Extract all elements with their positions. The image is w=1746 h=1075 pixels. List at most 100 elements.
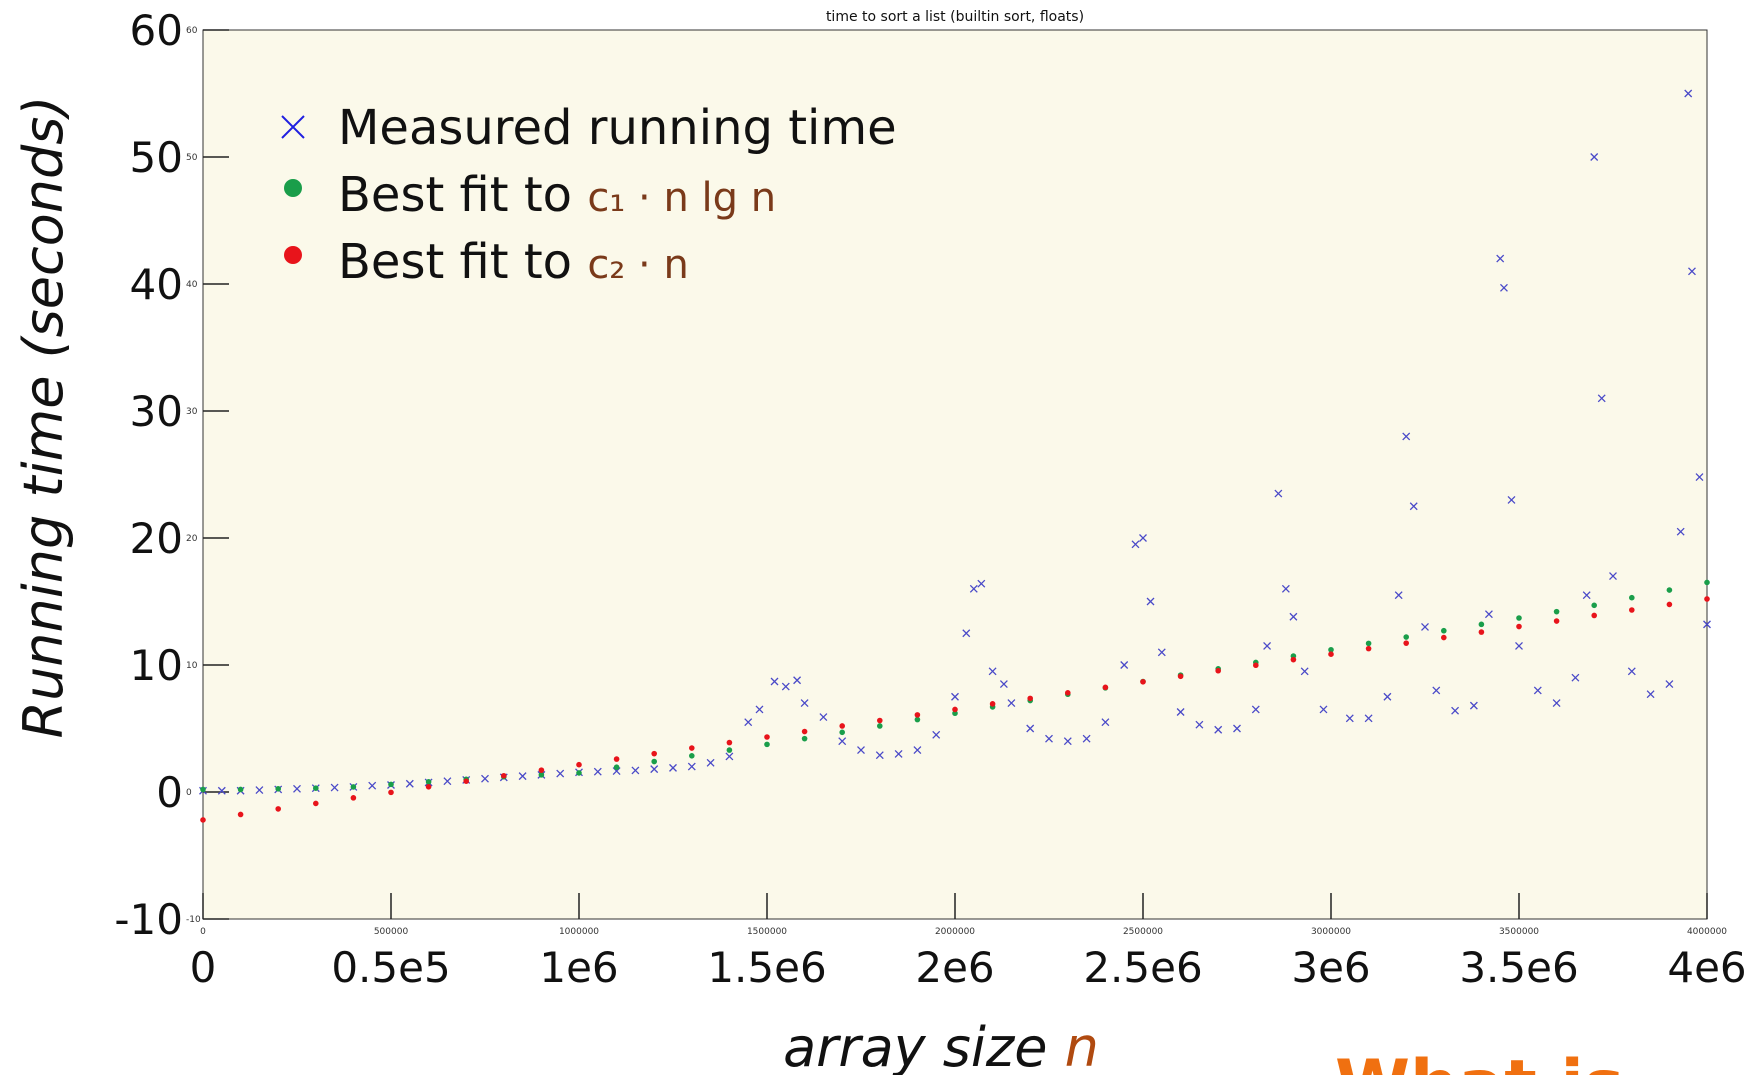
fit-point bbox=[425, 783, 432, 790]
data-point bbox=[1469, 701, 1478, 710]
fit-point bbox=[689, 753, 695, 759]
y-inner-tick-label: 10 bbox=[186, 661, 198, 671]
data-point bbox=[1609, 572, 1617, 581]
data-point bbox=[725, 752, 734, 761]
x-inner-tick-label: 3500000 bbox=[1499, 927, 1539, 937]
data-point bbox=[593, 767, 602, 776]
x-axis-title-var: n bbox=[1065, 1016, 1099, 1075]
fit-point bbox=[801, 728, 808, 735]
legend-formula: c₂ · n bbox=[587, 242, 689, 288]
fit-point bbox=[200, 786, 206, 793]
data-point bbox=[1590, 153, 1599, 161]
data-point bbox=[1409, 502, 1418, 511]
legend-formula: c₁ · n lg n bbox=[587, 175, 776, 221]
legend-label: Best fit to bbox=[338, 234, 572, 290]
fit-point bbox=[651, 758, 657, 765]
data-point bbox=[781, 682, 790, 691]
fit-point bbox=[689, 745, 695, 751]
data-point bbox=[1552, 699, 1561, 708]
fit-point bbox=[914, 712, 921, 718]
fit-point bbox=[388, 789, 394, 796]
data-point bbox=[1684, 89, 1693, 98]
data-point bbox=[744, 718, 753, 727]
data-point bbox=[1627, 667, 1636, 676]
plot-area bbox=[202, 29, 1708, 920]
x-inner-tick-label: 1500000 bbox=[747, 927, 787, 937]
data-point bbox=[1703, 620, 1711, 629]
data-point bbox=[1345, 714, 1354, 723]
y-axis-title: Running time (seconds) bbox=[12, 96, 75, 739]
fit-point bbox=[388, 781, 394, 788]
data-point bbox=[1233, 724, 1241, 733]
fit-point bbox=[1027, 695, 1033, 702]
y-tick-label: -10 bbox=[114, 895, 183, 944]
data-point bbox=[1383, 692, 1392, 701]
fit-point bbox=[1478, 621, 1485, 628]
data-point bbox=[793, 676, 802, 685]
y-inner-tick-label: 30 bbox=[186, 407, 198, 417]
y-inner-tick-label: 20 bbox=[186, 534, 198, 544]
data-point bbox=[1120, 661, 1129, 669]
data-point bbox=[1263, 641, 1272, 650]
data-point bbox=[988, 667, 997, 676]
data-point bbox=[1082, 734, 1091, 743]
legend-entry: Best fit to c₁ · n lg n bbox=[338, 167, 776, 223]
fit-point bbox=[989, 701, 996, 707]
fit-point bbox=[764, 734, 770, 740]
data-point bbox=[1289, 612, 1298, 621]
fit-point bbox=[613, 756, 620, 762]
fit-point bbox=[1591, 602, 1597, 609]
data-point bbox=[913, 746, 922, 755]
y-inner-tick-label: 60 bbox=[186, 26, 198, 36]
fit-point bbox=[1365, 640, 1372, 647]
data-point bbox=[1507, 495, 1516, 504]
fit-point bbox=[952, 706, 958, 713]
fit-point bbox=[1629, 594, 1635, 601]
fit-point bbox=[613, 764, 620, 771]
fit-point bbox=[1629, 607, 1635, 613]
x-axis-title: array size n bbox=[783, 1016, 1099, 1075]
data-point bbox=[1394, 591, 1403, 600]
data-point bbox=[481, 774, 489, 783]
x-inner-tick-label: 2000000 bbox=[935, 927, 975, 937]
fit-point bbox=[1328, 646, 1334, 653]
data-point bbox=[1007, 699, 1016, 708]
data-point bbox=[932, 730, 941, 739]
fit-point bbox=[576, 761, 582, 768]
data-point bbox=[770, 677, 779, 686]
fit-point bbox=[1215, 667, 1221, 674]
fit-point bbox=[1666, 587, 1673, 593]
x-inner-tick-label: 4000000 bbox=[1687, 927, 1727, 937]
fit-point bbox=[914, 716, 921, 723]
data-point bbox=[368, 781, 377, 790]
fit-point bbox=[1516, 623, 1522, 630]
fit-point bbox=[538, 767, 545, 773]
data-point bbox=[1676, 527, 1685, 536]
data-point bbox=[1665, 680, 1674, 689]
fit-point bbox=[275, 786, 282, 792]
data-point bbox=[1695, 473, 1704, 481]
data-point bbox=[330, 783, 339, 792]
data-point bbox=[1484, 610, 1493, 619]
fit-point bbox=[350, 784, 357, 790]
fit-point bbox=[1290, 656, 1297, 663]
data-point bbox=[969, 584, 978, 593]
data-point bbox=[1496, 254, 1505, 263]
y-inner-tick-label: -10 bbox=[186, 915, 201, 925]
data-point bbox=[1646, 690, 1655, 699]
x-tick-label: 4e6 bbox=[1667, 943, 1746, 992]
data-point bbox=[669, 763, 677, 772]
x-inner-tick-label: 2500000 bbox=[1123, 927, 1163, 937]
fit-point bbox=[1553, 608, 1560, 615]
fit-point bbox=[576, 770, 582, 776]
data-point bbox=[518, 772, 527, 781]
data-point bbox=[1300, 667, 1309, 676]
fit-point bbox=[1102, 684, 1109, 691]
data-point bbox=[293, 784, 301, 793]
fit-point bbox=[839, 729, 845, 736]
chart-title: time to sort a list (builtin sort, float… bbox=[826, 9, 1084, 25]
data-point bbox=[962, 629, 971, 638]
fit-point bbox=[1478, 629, 1485, 635]
x-inner-tick-label: 500000 bbox=[374, 927, 409, 937]
y-tick-label: 30 bbox=[130, 387, 183, 436]
